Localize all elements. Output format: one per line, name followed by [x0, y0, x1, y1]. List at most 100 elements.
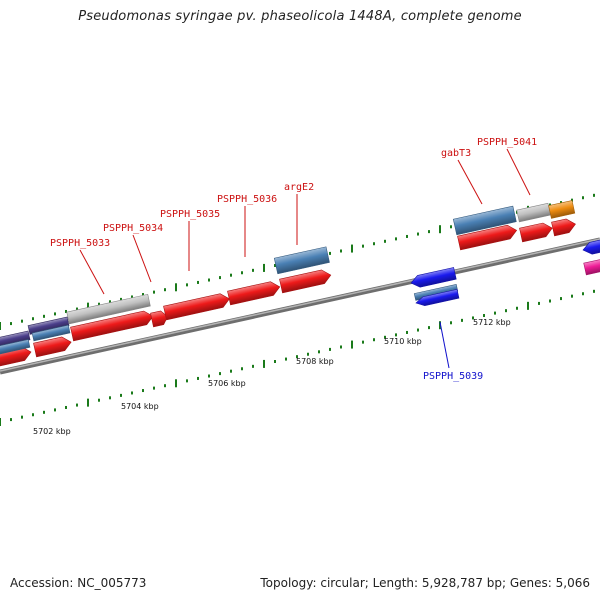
- tick-mark-fwd-54: [593, 193, 595, 197]
- feature-forward-cds-tail: [551, 218, 576, 237]
- tick-mark-fwd-36: [395, 237, 397, 241]
- tick-mark-rev-16: [175, 379, 177, 388]
- tick-mark-fwd-19: [208, 278, 210, 282]
- feature-steelblue-gene-1-shape: [0, 339, 31, 357]
- tick-mark-rev-50: [549, 299, 551, 303]
- ruler-label-5710: 5710 kbp: [384, 337, 422, 346]
- tick-mark-fwd-10: [109, 300, 111, 304]
- tick-mark-rev-18: [197, 376, 199, 380]
- tick-mark-rev-6: [65, 405, 67, 409]
- feature-forward-cds-tail-shape: [551, 218, 576, 237]
- feature-forward-cds-5036: [227, 281, 281, 306]
- feature-orange-gene: [548, 200, 576, 219]
- tick-mark-fwd-0: [0, 322, 1, 330]
- tick-mark-fwd-51: [560, 201, 562, 205]
- tick-mark-rev-40: [439, 321, 441, 330]
- feature-reverse-cds-1: [410, 267, 457, 288]
- tick-mark-rev-9: [98, 398, 100, 402]
- tick-mark-rev-27: [296, 355, 298, 359]
- accession-text: Accession: NC_005773: [10, 576, 147, 590]
- tick-mark-rev-17: [186, 379, 188, 383]
- tick-mark-fwd-13: [142, 293, 144, 297]
- tick-mark-rev-19: [208, 374, 210, 378]
- tick-mark-fwd-7: [76, 307, 78, 311]
- ruler-label-5704: 5704 kbp: [121, 402, 159, 411]
- feature-forward-cds-5033-shape: [70, 310, 154, 342]
- tick-mark-rev-47: [516, 306, 518, 310]
- feature-magenta-gene-shape: [583, 257, 600, 276]
- feature-reverse-cds-5039-shape: [415, 289, 460, 306]
- ruler-label-5712: 5712 kbp: [473, 318, 511, 327]
- tick-mark-rev-20: [219, 372, 221, 376]
- feature-forward-cds-5041-shape: [519, 222, 553, 243]
- tick-mark-fwd-21: [230, 273, 232, 277]
- tick-mark-rev-10: [109, 396, 111, 400]
- tick-mark-fwd-12: [131, 295, 133, 299]
- feature-steelblue-gene-arge2: [273, 246, 330, 275]
- tick-mark-rev-38: [417, 328, 419, 332]
- tick-mark-rev-24: [263, 359, 265, 368]
- map-title: Pseudomonas syringae pv. phaseolicola 14…: [78, 9, 522, 24]
- ruler-labels: 5702 kbp 5704 kbp 5706 kbp 5708 kbp 5710…: [33, 318, 511, 436]
- tick-mark-rev-14: [153, 386, 155, 390]
- tick-mark-rev-11: [120, 393, 122, 397]
- tick-mark-fwd-18: [197, 280, 199, 284]
- feature-forward-cds-arge2-shape: [279, 269, 332, 294]
- feature-forward-cds-5035: [163, 293, 230, 321]
- tick-mark-rev-36: [395, 333, 397, 337]
- leader-gabt3: [457, 159, 483, 205]
- tick-mark-fwd-50: [549, 203, 551, 207]
- tick-mark-fwd-4: [43, 314, 45, 318]
- tick-mark-fwd-2: [21, 319, 23, 323]
- tick-mark-fwd-24: [263, 263, 265, 272]
- feature-reverse-cds-edge: [582, 238, 600, 255]
- gene-label-pspph-5036: PSPPH_5036: [217, 194, 277, 205]
- feature-steelblue-gene-2: [31, 324, 71, 342]
- tick-mark-rev-5: [54, 408, 56, 412]
- gene-label-gabt3: gabT3: [441, 148, 471, 159]
- tick-mark-fwd-16: [175, 283, 177, 292]
- tick-mark-rev-4: [43, 410, 45, 414]
- feature-purple-gene-1-shape: [0, 330, 31, 349]
- tick-mark-fwd-1: [10, 322, 12, 326]
- gene-label-pspph-5034: PSPPH_5034: [103, 223, 163, 234]
- tick-mark-rev-49: [538, 301, 540, 305]
- genome-summary-text: Topology: circular; Length: 5,928,787 bp…: [260, 576, 590, 590]
- ruler-label-5702: 5702 kbp: [33, 427, 71, 436]
- gene-label-pspph-5041: PSPPH_5041: [477, 137, 537, 148]
- tick-mark-rev-52: [571, 294, 573, 298]
- feature-steelblue-gene-gabt3-shape: [452, 205, 517, 236]
- gene-features: [0, 200, 600, 369]
- tick-mark-fwd-17: [186, 283, 188, 287]
- feature-reverse-cds-edge-shape: [582, 238, 600, 255]
- tick-mark-rev-37: [406, 330, 408, 334]
- tick-mark-fwd-30: [329, 251, 331, 255]
- tick-mark-rev-44: [483, 314, 485, 318]
- tick-mark-fwd-40: [439, 225, 441, 234]
- tick-mark-rev-8: [87, 398, 89, 407]
- tick-mark-fwd-32: [351, 244, 353, 253]
- feature-steelblue-gene-2-shape: [31, 324, 71, 342]
- feature-steelblue-gene-gabt3: [452, 205, 517, 236]
- tick-mark-fwd-34: [373, 242, 375, 246]
- tick-mark-rev-28: [307, 352, 309, 356]
- tick-mark-rev-39: [428, 326, 430, 330]
- gene-label-pspph-5035: PSPPH_5035: [160, 209, 220, 220]
- tick-mark-fwd-6: [65, 309, 67, 313]
- tick-mark-fwd-38: [417, 232, 419, 236]
- tick-mark-fwd-23: [252, 268, 254, 272]
- tick-mark-rev-21: [230, 369, 232, 373]
- tick-mark-rev-41: [450, 321, 452, 325]
- gene-labels: PSPPH_5033 PSPPH_5034 PSPPH_5035 PSPPH_5…: [50, 137, 537, 382]
- tick-mark-rev-51: [560, 297, 562, 301]
- leader-pspph-5039: [439, 321, 450, 369]
- tick-mark-fwd-8: [87, 302, 89, 311]
- tick-mark-fwd-39: [428, 230, 430, 234]
- tick-mark-rev-2: [21, 415, 23, 419]
- tick-mark-rev-30: [329, 347, 331, 351]
- gene-label-pspph-5039: PSPPH_5039: [423, 371, 483, 382]
- tick-mark-fwd-3: [32, 317, 34, 321]
- feature-reverse-cds-5039: [415, 289, 460, 306]
- feature-steelblue-gene-arge2-shape: [273, 246, 330, 275]
- tick-mark-rev-13: [142, 389, 144, 393]
